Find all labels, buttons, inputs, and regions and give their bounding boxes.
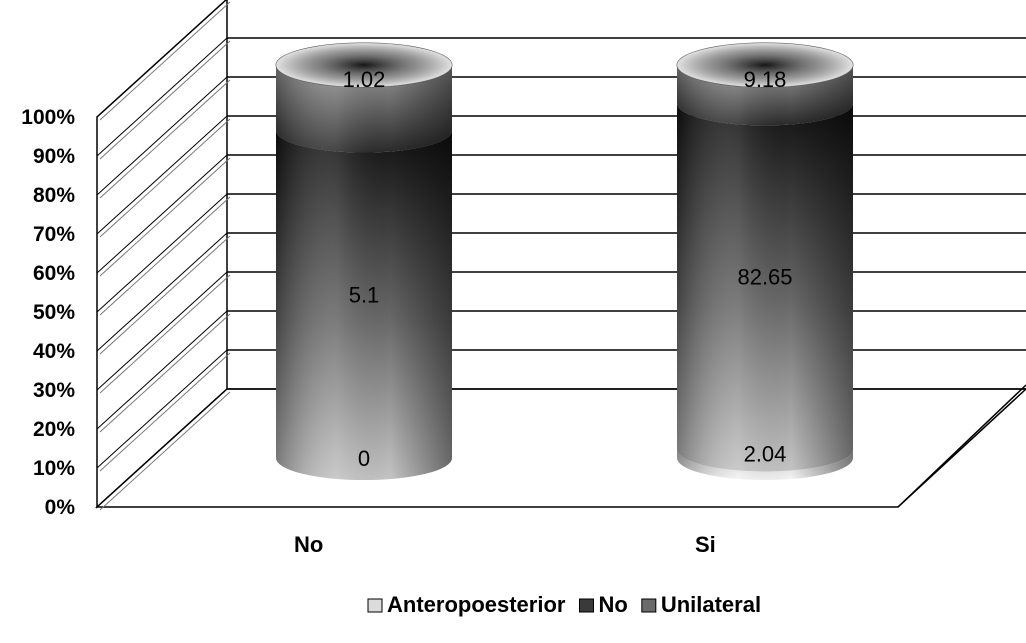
hatch-line [96,154,228,274]
bar-top-cap-shade [276,43,452,87]
hatch-shadow [99,235,231,355]
legend: Anteropoesterior No Unilateral [367,592,761,617]
data-label: 0 [358,446,370,471]
hatch-shadow [99,1,231,121]
bar-segment-shade [276,130,452,480]
hatch-line [96,193,228,313]
data-labels-Si: 2.04 82.65 9.18 [737,67,792,467]
hatch-line [96,76,228,196]
y-tick-label: 0% [45,496,76,519]
bar-segment-shade [276,65,452,153]
legend-label: Anteropoesterior [387,592,566,617]
data-label: 82.65 [737,264,792,289]
bar-top-cap-shade [677,43,853,87]
hatch-shadow [99,40,231,160]
y-tick-label: 20% [33,418,75,441]
hatch-shadow [99,79,231,199]
hatch-shadow [99,196,231,316]
data-label: 5.1 [349,282,380,307]
y-tick-label: 10% [33,457,75,480]
bar-Si [676,42,854,480]
legend-swatch [367,598,383,613]
bars [275,42,854,480]
hatch-line [96,271,228,391]
bar-segment-shade [677,449,853,480]
legend-label: Unilateral [661,592,761,617]
y-tick-label: 40% [33,340,75,363]
hatch-line [96,388,228,508]
hatch-line [96,349,228,469]
y-tick-label: 80% [33,184,75,207]
y-tick-label: 70% [33,223,75,246]
legend-label: No [598,592,627,617]
category-label: No [294,532,323,557]
bar-No [275,42,453,480]
hatch-shadow [99,118,231,238]
floor-edge [897,384,1026,508]
data-label: 9.18 [744,67,787,92]
data-labels: 0 5.1 1.02 2.04 82.65 9.18 [343,67,793,471]
hatch-shadow [99,157,231,277]
y-tick-label: 90% [33,145,75,168]
category-label: Si [695,532,716,557]
hatch-line [96,232,228,352]
data-label: 1.02 [343,67,386,92]
legend-swatch [578,598,594,613]
hatch-shadow [99,313,231,433]
bar-segment-shade [677,65,853,126]
hatch-shadow [99,391,231,511]
data-label: 2.04 [744,442,787,467]
legend-swatch [641,598,657,613]
y-tick-label: 50% [33,301,75,324]
chart-walls [95,0,1026,509]
hatch-shadow [99,274,231,394]
hatch-line [96,115,228,235]
x-axis-categories: No Si [294,532,716,557]
side-wall-hatching [96,0,231,511]
data-labels-No: 0 5.1 1.02 [343,67,386,471]
y-tick-label: 60% [33,262,75,285]
y-axis-ticks: 0% 10% 20% 30% 40% 50% 60% 70% 80% 90% 100% [21,106,75,519]
hatch-shadow [99,352,231,472]
y-tick-label: 100% [21,106,75,129]
y-tick-label: 30% [33,379,75,402]
hatch-line [96,37,228,157]
floor [95,388,1026,508]
bar-segment-shade [677,103,853,472]
hatch-line [96,310,228,430]
hatch-line [96,0,227,118]
